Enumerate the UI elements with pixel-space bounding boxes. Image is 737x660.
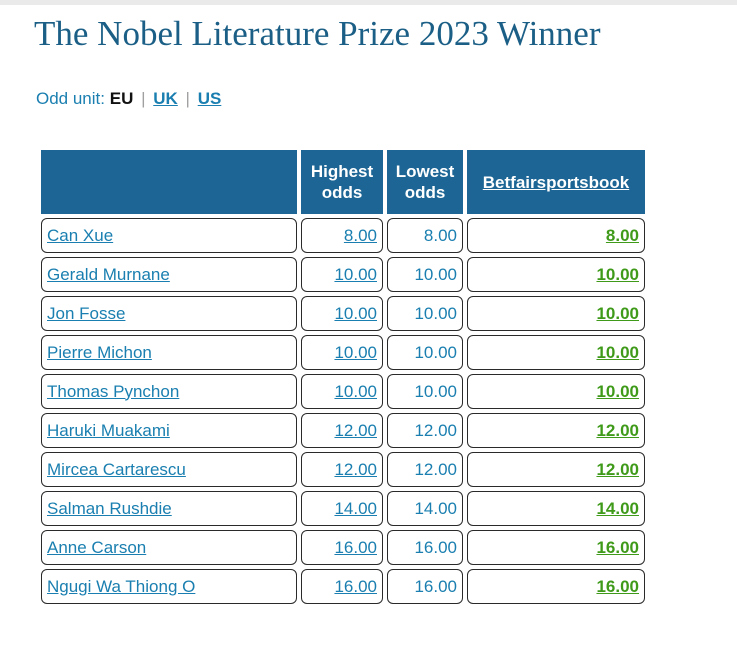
highest-odds-link[interactable]: 12.00	[334, 420, 377, 440]
bookmaker-odds-cell: 16.00	[467, 569, 645, 604]
nominee-link[interactable]: Salman Rushdie	[47, 498, 172, 518]
odd-unit-separator: |	[141, 89, 146, 108]
lowest-odds-cell: 10.00	[387, 296, 463, 331]
highest-odds-link[interactable]: 14.00	[334, 498, 377, 518]
table-row: Mircea Cartarescu 12.00 12.00 12.00	[41, 452, 645, 487]
nominee-cell: Jon Fosse	[41, 296, 297, 331]
bookmaker-odds-link[interactable]: 12.00	[596, 459, 639, 479]
highest-odds-cell: 14.00	[301, 491, 383, 526]
nominee-link[interactable]: Ngugi Wa Thiong O	[47, 576, 196, 596]
nominee-cell: Thomas Pynchon	[41, 374, 297, 409]
bookmaker-odds-link[interactable]: 16.00	[596, 537, 639, 557]
bookmaker-odds-link[interactable]: 10.00	[596, 303, 639, 323]
table-row: Anne Carson 16.00 16.00 16.00	[41, 530, 645, 565]
table-row: Thomas Pynchon 10.00 10.00 10.00	[41, 374, 645, 409]
highest-odds-link[interactable]: 10.00	[334, 342, 377, 362]
bookmaker-odds-cell: 16.00	[467, 530, 645, 565]
nominee-link[interactable]: Gerald Murnane	[47, 264, 170, 284]
bookmaker-odds-cell: 12.00	[467, 452, 645, 487]
table-row: Salman Rushdie 14.00 14.00 14.00	[41, 491, 645, 526]
bookmaker-odds-cell: 10.00	[467, 335, 645, 370]
nominee-cell: Pierre Michon	[41, 335, 297, 370]
odd-unit-separator: |	[185, 89, 190, 108]
page-title: The Nobel Literature Prize 2023 Winner	[34, 14, 601, 53]
bookmaker-odds-link[interactable]: 10.00	[596, 381, 639, 401]
highest-odds-cell: 12.00	[301, 452, 383, 487]
nominee-link[interactable]: Pierre Michon	[47, 342, 152, 362]
table-row: Pierre Michon 10.00 10.00 10.00	[41, 335, 645, 370]
odd-unit-label: Odd unit:	[36, 89, 105, 108]
odd-unit-current: EU	[109, 89, 134, 108]
header-row: Highest odds Lowest odds Betfairsportsbo…	[41, 150, 645, 214]
bookmaker-odds-link[interactable]: 10.00	[596, 342, 639, 362]
header-lowest-odds: Lowest odds	[387, 150, 463, 214]
nominee-cell: Anne Carson	[41, 530, 297, 565]
header-name	[41, 150, 297, 214]
header-bookmaker: Betfairsportsbook	[467, 150, 645, 214]
table-row: Ngugi Wa Thiong O 16.00 16.00 16.00	[41, 569, 645, 604]
highest-odds-link[interactable]: 10.00	[334, 303, 377, 323]
lowest-odds-cell: 16.00	[387, 569, 463, 604]
highest-odds-cell: 10.00	[301, 335, 383, 370]
lowest-odds-cell: 8.00	[387, 218, 463, 253]
highest-odds-cell: 8.00	[301, 218, 383, 253]
highest-odds-cell: 16.00	[301, 569, 383, 604]
nominee-link[interactable]: Jon Fosse	[47, 303, 126, 323]
bookmaker-odds-cell: 8.00	[467, 218, 645, 253]
highest-odds-cell: 10.00	[301, 257, 383, 292]
lowest-odds-cell: 10.00	[387, 335, 463, 370]
odd-unit-selector: Odd unit: EU | UK | US	[36, 89, 221, 109]
lowest-odds-cell: 16.00	[387, 530, 463, 565]
nominee-link[interactable]: Thomas Pynchon	[47, 381, 180, 401]
bookmaker-link[interactable]: Betfairsportsbook	[482, 172, 630, 192]
highest-odds-link[interactable]: 10.00	[334, 381, 377, 401]
top-strip	[0, 0, 737, 5]
highest-odds-cell: 10.00	[301, 296, 383, 331]
bookmaker-odds-link[interactable]: 10.00	[596, 264, 639, 284]
bookmaker-odds-cell: 12.00	[467, 413, 645, 448]
highest-odds-link[interactable]: 8.00	[343, 225, 377, 245]
lowest-odds-cell: 12.00	[387, 413, 463, 448]
table-row: Haruki Muakami 12.00 12.00 12.00	[41, 413, 645, 448]
highest-odds-link[interactable]: 16.00	[334, 576, 377, 596]
highest-odds-link[interactable]: 10.00	[334, 264, 377, 284]
bookmaker-odds-link[interactable]: 16.00	[596, 576, 639, 596]
odds-table: Highest odds Lowest odds Betfairsportsbo…	[37, 146, 649, 608]
bookmaker-odds-link[interactable]: 14.00	[596, 498, 639, 518]
table-row: Jon Fosse 10.00 10.00 10.00	[41, 296, 645, 331]
lowest-odds-cell: 10.00	[387, 257, 463, 292]
lowest-odds-cell: 14.00	[387, 491, 463, 526]
nominee-cell: Salman Rushdie	[41, 491, 297, 526]
bookmaker-odds-cell: 10.00	[467, 374, 645, 409]
nominee-link[interactable]: Can Xue	[47, 225, 114, 245]
highest-odds-link[interactable]: 12.00	[334, 459, 377, 479]
nominee-cell: Gerald Murnane	[41, 257, 297, 292]
bookmaker-odds-cell: 10.00	[467, 296, 645, 331]
highest-odds-cell: 12.00	[301, 413, 383, 448]
odd-unit-uk-link[interactable]: UK	[153, 89, 178, 108]
nominee-link[interactable]: Mircea Cartarescu	[47, 459, 186, 479]
lowest-odds-cell: 10.00	[387, 374, 463, 409]
nominee-cell: Can Xue	[41, 218, 297, 253]
bookmaker-odds-cell: 10.00	[467, 257, 645, 292]
highest-odds-link[interactable]: 16.00	[334, 537, 377, 557]
nominee-cell: Haruki Muakami	[41, 413, 297, 448]
header-highest-odds: Highest odds	[301, 150, 383, 214]
highest-odds-cell: 16.00	[301, 530, 383, 565]
lowest-odds-cell: 12.00	[387, 452, 463, 487]
bookmaker-odds-cell: 14.00	[467, 491, 645, 526]
odd-unit-us-link[interactable]: US	[197, 89, 222, 108]
table-row: Can Xue 8.00 8.00 8.00	[41, 218, 645, 253]
highest-odds-cell: 10.00	[301, 374, 383, 409]
bookmaker-odds-link[interactable]: 12.00	[596, 420, 639, 440]
nominee-link[interactable]: Anne Carson	[47, 537, 147, 557]
table-row: Gerald Murnane 10.00 10.00 10.00	[41, 257, 645, 292]
nominee-cell: Mircea Cartarescu	[41, 452, 297, 487]
nominee-link[interactable]: Haruki Muakami	[47, 420, 170, 440]
bookmaker-odds-link[interactable]: 8.00	[605, 225, 639, 245]
nominee-cell: Ngugi Wa Thiong O	[41, 569, 297, 604]
